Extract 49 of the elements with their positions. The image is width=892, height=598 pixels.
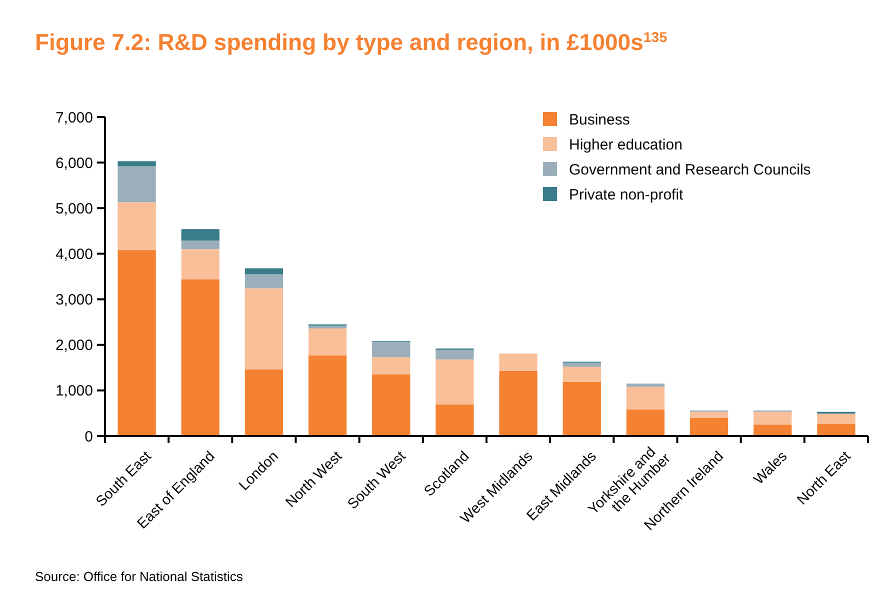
bar — [308, 326, 347, 328]
bar — [436, 404, 474, 436]
bar — [181, 279, 220, 436]
bar — [308, 328, 347, 356]
bar — [372, 342, 410, 358]
bar — [308, 355, 347, 436]
bar — [499, 370, 538, 436]
y-tick-label: 2,000 — [55, 337, 93, 354]
bar — [244, 288, 284, 370]
y-tick-label: 4,000 — [55, 246, 93, 263]
bar — [817, 424, 856, 436]
legend-label: Private non-profit — [569, 186, 684, 204]
bar — [181, 229, 220, 240]
bar — [372, 357, 410, 374]
legend-label: Higher education — [569, 136, 682, 154]
bar — [118, 202, 156, 250]
y-tick-label: 1,000 — [55, 382, 93, 400]
bar — [626, 386, 665, 410]
bar — [118, 166, 156, 202]
bar — [372, 374, 410, 436]
bar — [244, 268, 284, 274]
bar — [118, 250, 156, 436]
y-tick-label: 6,000 — [55, 154, 93, 172]
bar — [754, 424, 792, 436]
bar — [562, 382, 601, 436]
source-note: Source: Office for National Statistics — [35, 569, 244, 584]
bar — [626, 384, 665, 387]
legend-label: Government and Research Councils — [569, 161, 811, 178]
y-tick-label: 5,000 — [55, 200, 93, 218]
bar — [436, 350, 474, 360]
bar — [118, 161, 156, 166]
y-tick-label: 0 — [84, 428, 93, 446]
bar — [562, 366, 601, 382]
bar — [181, 240, 220, 250]
bar — [499, 354, 538, 371]
bar — [181, 249, 220, 280]
bar — [690, 418, 728, 436]
bar — [817, 414, 856, 424]
bar — [244, 274, 284, 288]
bar — [690, 412, 728, 418]
bar — [626, 410, 665, 436]
legend-label: Business — [569, 111, 630, 128]
y-tick-label: 3,000 — [55, 292, 93, 309]
chart-title: Figure 7.2: R&D spending by type and region, in £1000s$^{135}$ — [35, 29, 668, 55]
bar — [562, 362, 601, 367]
bar — [754, 412, 792, 425]
bar — [436, 359, 474, 405]
bar — [244, 369, 284, 436]
y-tick-label: 7,000 — [55, 109, 93, 126]
